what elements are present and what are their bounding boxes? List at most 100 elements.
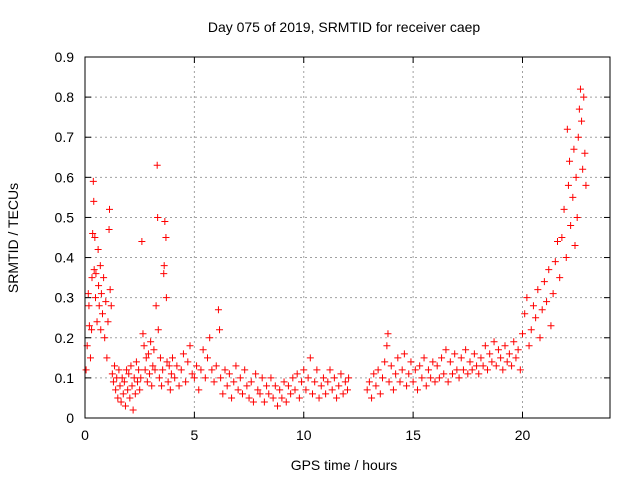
data-point [409,378,417,386]
data-point [569,193,577,201]
data-point [514,346,522,354]
data-point [381,358,389,366]
data-point [302,386,310,394]
data-point [527,326,535,334]
plot-frame [84,56,611,419]
x-tick-label: 15 [405,427,421,443]
data-point [556,274,564,282]
data-point [92,270,100,278]
x-tick-labels: 0 5 10 15 20 [81,427,530,443]
data-point [335,382,343,390]
data-point [411,366,419,374]
data-point [134,378,141,386]
data-point [234,386,242,394]
data-point [282,398,290,406]
y-tick-label: 0.1 [55,370,75,386]
data-point [427,374,435,382]
y-axis-title: SRMTID / TECUs [5,183,21,293]
data-point [225,370,233,378]
data-point [477,354,485,362]
data-point [387,362,395,370]
data-point [162,294,170,302]
data-point [540,278,548,286]
data-point [370,370,378,378]
data-point [384,330,392,338]
data-point [451,350,459,358]
data-point [503,358,511,366]
data-point [328,386,336,394]
data-point [173,362,181,370]
data-point [163,358,171,366]
data-point [416,362,424,370]
data-point [475,370,483,378]
data-point [468,366,476,374]
data-point [156,354,164,362]
data-point [91,234,99,241]
data-point [161,217,169,225]
data-point [374,366,382,374]
data-point [499,366,507,374]
data-point [457,354,465,362]
data-point [121,402,129,410]
data-point [159,366,167,374]
data-point [440,370,448,378]
data-point [368,394,376,402]
data-point [241,366,249,374]
data-point [560,205,568,213]
data-point [276,386,284,394]
chart-title: Day 075 of 2019, SRMTID for receiver cae… [208,19,481,35]
data-point [204,354,211,362]
y-tick-label: 0 [66,410,74,426]
data-point [247,378,255,386]
data-point [143,378,151,386]
data-point [175,382,183,390]
data-point [217,374,225,382]
y-tick-label: 0.7 [55,129,75,145]
data-point [394,354,402,362]
data-point [105,225,113,233]
data-point [572,173,580,181]
data-point [171,374,179,382]
data-point [152,302,160,310]
data-point [94,246,102,254]
data-point [179,350,187,358]
data-point [144,350,152,358]
data-point [102,298,110,306]
data-point [90,197,98,205]
data-point [339,390,347,398]
data-point [150,346,158,354]
data-point [239,390,246,398]
data-point [106,286,114,294]
data-point [186,342,194,350]
data-point [267,374,275,382]
data-point [479,362,487,370]
data-point [481,342,489,350]
data-point [523,294,531,302]
data-point [216,326,224,334]
data-point [566,157,574,165]
data-point [453,366,461,374]
data-point [345,374,353,382]
data-point [265,390,273,398]
data-point [464,370,472,378]
data-point [392,370,400,378]
data-point [131,390,139,398]
data-point [473,362,481,370]
data-point [551,258,559,266]
data-point [376,390,384,398]
data-point [153,161,161,169]
data-point [269,394,277,402]
data-point [219,390,227,398]
data-point [549,290,557,298]
data-point [274,402,281,410]
data-point [90,266,98,274]
data-point [519,330,526,338]
data-point [578,117,586,125]
y-tick-labels: 0 0.1 0.2 0.3 0.4 0.5 0.6 0.7 0.8 0.9 [55,49,75,426]
data-point [86,354,94,362]
data-point [95,282,103,290]
y-tick-label: 0.9 [55,49,75,65]
data-point [280,378,288,386]
data-point [389,386,397,394]
data-point [245,394,253,402]
